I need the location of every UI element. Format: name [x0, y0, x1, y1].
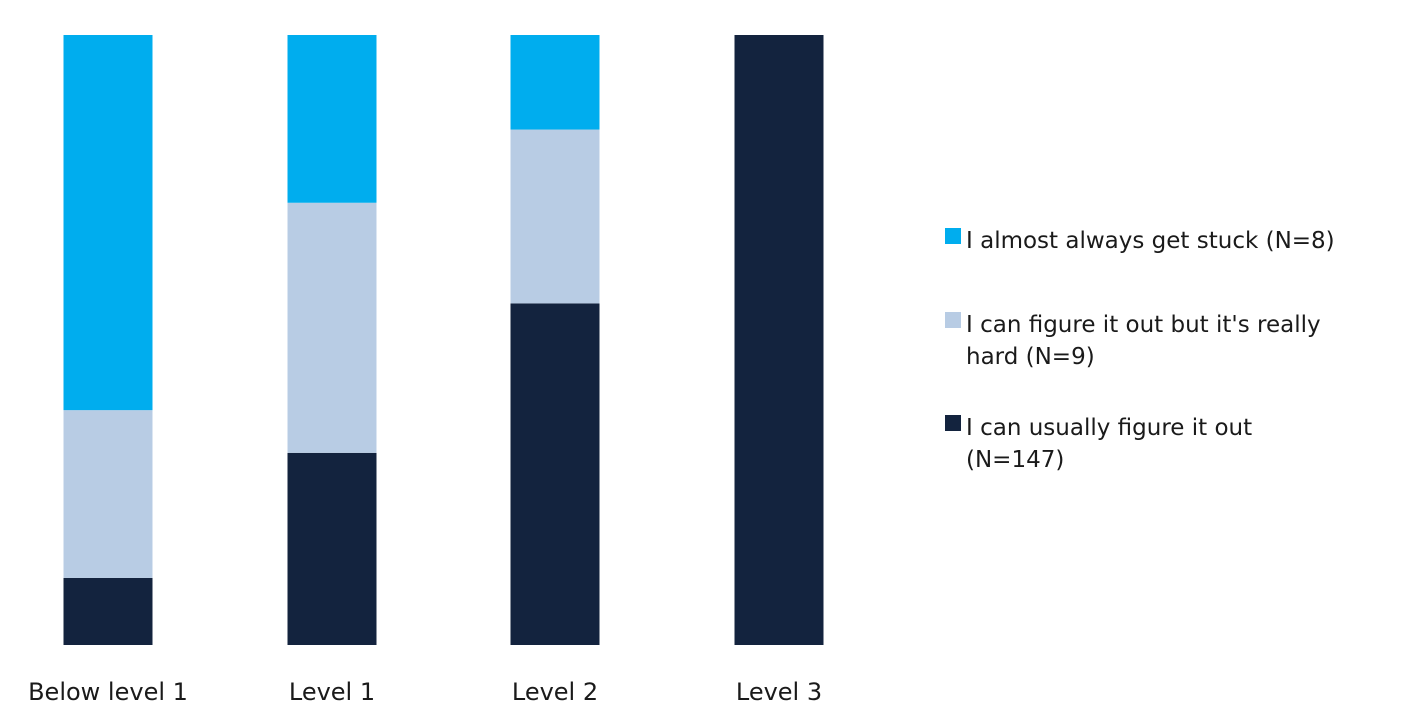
legend-label-1-line-1: I almost always get stuck (N=8): [966, 228, 1335, 254]
bar-segment-below-level-1-series-2: [63, 410, 153, 578]
bar-segment-below-level-1-series-1: [63, 577, 153, 645]
bar-segment-level-1-series-2: [287, 202, 377, 453]
x-tick-label-below-level-1: Below level 1: [28, 678, 188, 705]
bar-segment-level-1-series-3: [287, 35, 377, 203]
bar-segment-level-2-series-2: [510, 129, 600, 304]
bar-segment-level-1-series-1: [287, 452, 377, 645]
legend-label-2-line-2: hard (N=9): [966, 344, 1095, 370]
x-tick-labels: Below level 1 Level 1 Level 2 Level 3: [28, 678, 822, 705]
x-tick-label-level-1: Level 1: [289, 678, 375, 705]
bar-segment-below-level-1-series-3: [63, 35, 153, 411]
bars-group: [63, 35, 824, 645]
legend-label-3-line-2: (N=147): [966, 447, 1064, 473]
legend-label-3: I can usually figure it out (N=147): [966, 415, 1252, 473]
x-tick-label-level-2: Level 2: [512, 678, 598, 705]
legend-label-2-line-1: I can figure it out but it's really: [966, 312, 1321, 338]
legend-swatch-3: [945, 415, 961, 431]
bar-segment-level-2-series-1: [510, 303, 600, 645]
bar-segment-level-2-series-3: [510, 35, 600, 130]
legend-label-1: I almost always get stuck (N=8): [966, 228, 1335, 254]
legend-label-2: I can figure it out but it's really hard …: [966, 312, 1321, 370]
legend-swatch-2: [945, 312, 961, 328]
bar-segment-level-3-series-1: [734, 35, 824, 645]
legend: I almost always get stuck (N=8) I can fig…: [945, 228, 1335, 473]
x-tick-label-level-3: Level 3: [736, 678, 822, 705]
legend-label-3-line-1: I can usually figure it out: [966, 415, 1252, 441]
legend-swatch-1: [945, 228, 961, 244]
